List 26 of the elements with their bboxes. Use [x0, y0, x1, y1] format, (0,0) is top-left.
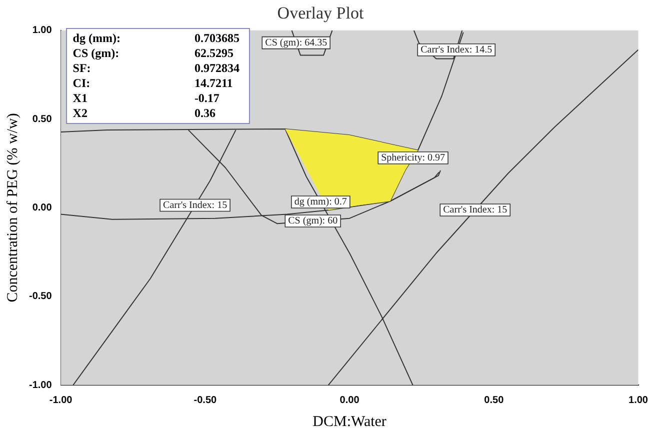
x-tick-label: 1.00 — [628, 394, 648, 406]
x-tick-label: -0.50 — [194, 394, 217, 406]
x-tick-label: 0.00 — [340, 394, 360, 406]
text: SF: 0.972834 — [72, 61, 240, 76]
annotation: Carr's Index: 15 — [163, 200, 228, 211]
chart-title: Overlay Plot — [277, 4, 364, 23]
text: X2 0.36 — [72, 106, 216, 120]
y-tick-label: 0.00 — [32, 202, 52, 214]
y-axis-title: Concentration of PEG (% w/w) — [4, 113, 21, 302]
annotation: Carr's Index: 14.5 — [420, 44, 492, 56]
y-tick-label: -1.00 — [28, 380, 52, 391]
text: CI: 14.7211 — [72, 76, 233, 90]
text: CS (gm): 62.5295 — [72, 46, 234, 60]
annotation: Carr's Index: 15 — [443, 204, 508, 216]
annotation: dg (mm): 0.7 — [294, 196, 347, 208]
annotation: Sphericity: 0.97 — [381, 152, 445, 164]
y-tick-label: -0.50 — [28, 291, 52, 302]
x-tick-label: -1.00 — [49, 394, 73, 406]
y-tick-label: 1.00 — [32, 25, 52, 36]
text: dg (mm): 0.703685 — [72, 31, 240, 46]
y-tick-label: 0.50 — [32, 114, 52, 125]
x-axis-title: DCM:Water — [312, 414, 386, 430]
annotation: CS (gm): 60 — [288, 216, 338, 227]
text: X1 -0.17 — [72, 91, 220, 106]
x-tick-label: 0.50 — [484, 394, 504, 406]
annotation: CS (gm): 64.35 — [265, 37, 328, 48]
